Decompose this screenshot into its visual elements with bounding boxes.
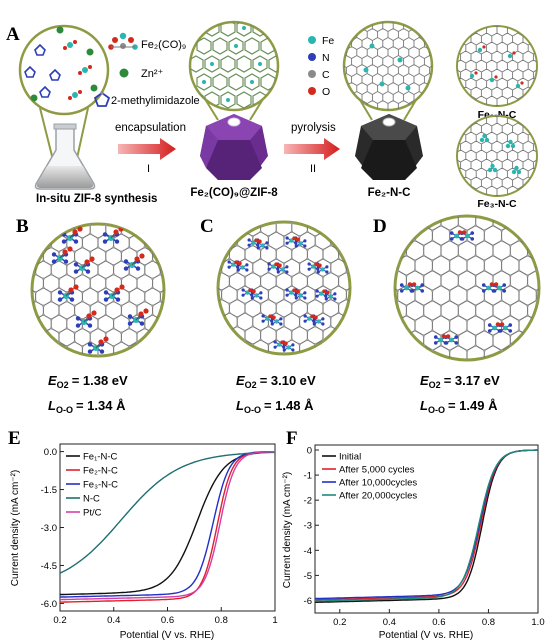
panel-b-letter: B: [16, 216, 29, 237]
y-tick-label: 0.0: [44, 447, 57, 458]
bond-length-b: LO-O = 1.34 Å: [48, 398, 126, 415]
x-tick-label: 0.4: [383, 617, 396, 628]
legend-entry: N-C: [83, 494, 100, 505]
step2-label: pyrolysis: [291, 122, 336, 134]
zif8-bubble: [188, 20, 280, 121]
chart-e-frame: [59, 443, 276, 612]
zinc-ion-label: Zn²⁺: [141, 68, 164, 80]
panel-b: B EO2 = 1.38 eV LO-O = 1.34 Å: [16, 216, 166, 415]
legend-entry: Fe₁-N-C: [83, 452, 117, 463]
chart-f-ylabel: Current density (mA cm⁻²): [282, 472, 293, 588]
y-tick-label: -3: [304, 521, 312, 532]
legend-entry: Pt/C: [83, 508, 102, 519]
series-line: [59, 451, 276, 574]
molecule-cluster: [24, 26, 98, 102]
bond-length-d: LO-O = 1.49 Å: [420, 398, 498, 415]
arrow-step2-icon: [284, 138, 340, 160]
energy-c: EO2 = 3.10 eV: [236, 373, 316, 390]
energy-b: EO2 = 1.38 eV: [48, 373, 128, 390]
panel-e-letter: E: [8, 428, 21, 449]
y-tick-label: 0: [307, 446, 312, 457]
legend-n: N: [322, 52, 330, 64]
panel-d-letter: D: [373, 216, 387, 237]
x-tick-label: 0.8: [215, 615, 228, 626]
panel-f-letter: F: [286, 428, 298, 449]
legend-entry: Fe₂-N-C: [83, 466, 118, 477]
panel-c-letter: C: [200, 216, 214, 237]
legend-entry: After 20,000cycles: [339, 491, 417, 502]
arrow-step1-icon: [118, 138, 176, 160]
legend-entry: Initial: [339, 452, 361, 463]
imidazole-label: 2-methylimidazole: [111, 95, 200, 107]
panel-a-letter: A: [6, 24, 20, 45]
chart-e-ylabel: Current density (mA cm⁻²): [10, 470, 21, 586]
y-tick-label: -4: [304, 546, 312, 557]
flask-icon: [34, 123, 96, 190]
chart-f-xlabel: Potential (V vs. RHE): [379, 630, 473, 641]
panel-d: D EO2 = 3.17 eV LO-O = 1.49 Å: [373, 214, 541, 415]
y-tick-label: -1.5: [41, 485, 57, 496]
step1-label: encapsulation: [115, 122, 186, 134]
lattice-d: [395, 216, 539, 360]
fe2nc-bubble: [342, 20, 434, 121]
fe2co9-molecule-icon: [108, 32, 138, 50]
chart-e: 0.2 0.4 0.6 0.8 1 0.0 -1.5 -3.0 -4.5 -6.0 Fe₁-N-C F…: [41, 447, 278, 626]
zinc-ion-icon: [119, 68, 129, 78]
x-tick-label: 0.6: [432, 617, 445, 628]
panel-e: E 0.2 0.4 0.6 0.8 1 0.0 -1.5 -3.0 -4.5 -6.0 Fe₁-N-…: [8, 428, 278, 641]
legend-entry: After 5,000 cycles: [339, 465, 415, 476]
x-tick-label: 1: [272, 615, 277, 626]
y-tick-label: -6: [304, 596, 312, 607]
x-tick-label: 0.6: [161, 615, 174, 626]
x-tick-label: 0.2: [53, 615, 66, 626]
chart-f: 0.2 0.4 0.6 0.8 1.0 0 -1 -2 -3 -4 -5 -6 Initial After…: [304, 446, 545, 628]
y-tick-label: -5: [304, 571, 312, 582]
chart-e-xlabel: Potential (V vs. RHE): [120, 630, 214, 641]
fe1nc-bubble: [456, 25, 538, 107]
x-tick-label: 0.4: [107, 615, 120, 626]
element-legend: Fe N C O: [308, 35, 334, 98]
fe3nc-bubble: [456, 115, 538, 197]
lattice-c: [218, 222, 350, 354]
caption-fe2co9-zif8: Fe₂(CO)₉@ZIF-8: [190, 187, 278, 199]
caption-synthesis: In-situ ZIF-8 synthesis: [36, 193, 157, 205]
x-tick-label: 0.2: [333, 617, 346, 628]
imidazole-icon: [93, 91, 111, 107]
legend-c: C: [322, 69, 330, 81]
legend-o: O: [322, 86, 330, 98]
zif8-polyhedron-icon: [200, 114, 268, 180]
caption-fe2nc: Fe₂-N-C: [368, 187, 411, 199]
fe3nc-label: Fe₃-N-C: [477, 198, 517, 210]
panel-c: C EO2 = 3.10 eV LO-O = 1.48 Å: [200, 216, 352, 415]
fe2co9-label: Fe₂(CO)₉: [141, 39, 186, 51]
y-tick-label: -4.5: [41, 561, 57, 572]
bond-length-c: LO-O = 1.48 Å: [236, 398, 314, 415]
y-tick-label: -6.0: [41, 599, 57, 610]
y-tick-label: -2: [304, 496, 312, 507]
legend-fe: Fe: [322, 35, 334, 47]
series-line: [314, 449, 538, 602]
series-line: [59, 451, 275, 598]
x-tick-label: 0.8: [482, 617, 495, 628]
y-tick-label: -1: [304, 471, 312, 482]
series-line: [60, 451, 275, 601]
energy-d: EO2 = 3.17 eV: [420, 373, 500, 390]
fe2nc-polyhedron-icon: [355, 114, 423, 180]
step2-number: II: [310, 163, 316, 175]
step1-number: I: [147, 163, 150, 175]
panel-a: A Fe₂(CO)₉ Zn²⁺ 2-methylimidazole: [6, 20, 538, 210]
legend-entry: After 10,000cycles: [339, 478, 417, 489]
x-tick-label: 1.0: [531, 617, 544, 628]
y-tick-label: -3.0: [41, 523, 57, 534]
series-line: [60, 451, 275, 603]
chart-f-frame: [314, 444, 539, 614]
fe3nc-lattice: [457, 116, 537, 196]
panel-f: F 0.2 0.4 0.6 0.8 1.0 0 -1 -2 -3 -4 -5 -6 Initial Aft…: [282, 428, 545, 641]
legend-entry: Fe₃-N-C: [83, 480, 118, 491]
